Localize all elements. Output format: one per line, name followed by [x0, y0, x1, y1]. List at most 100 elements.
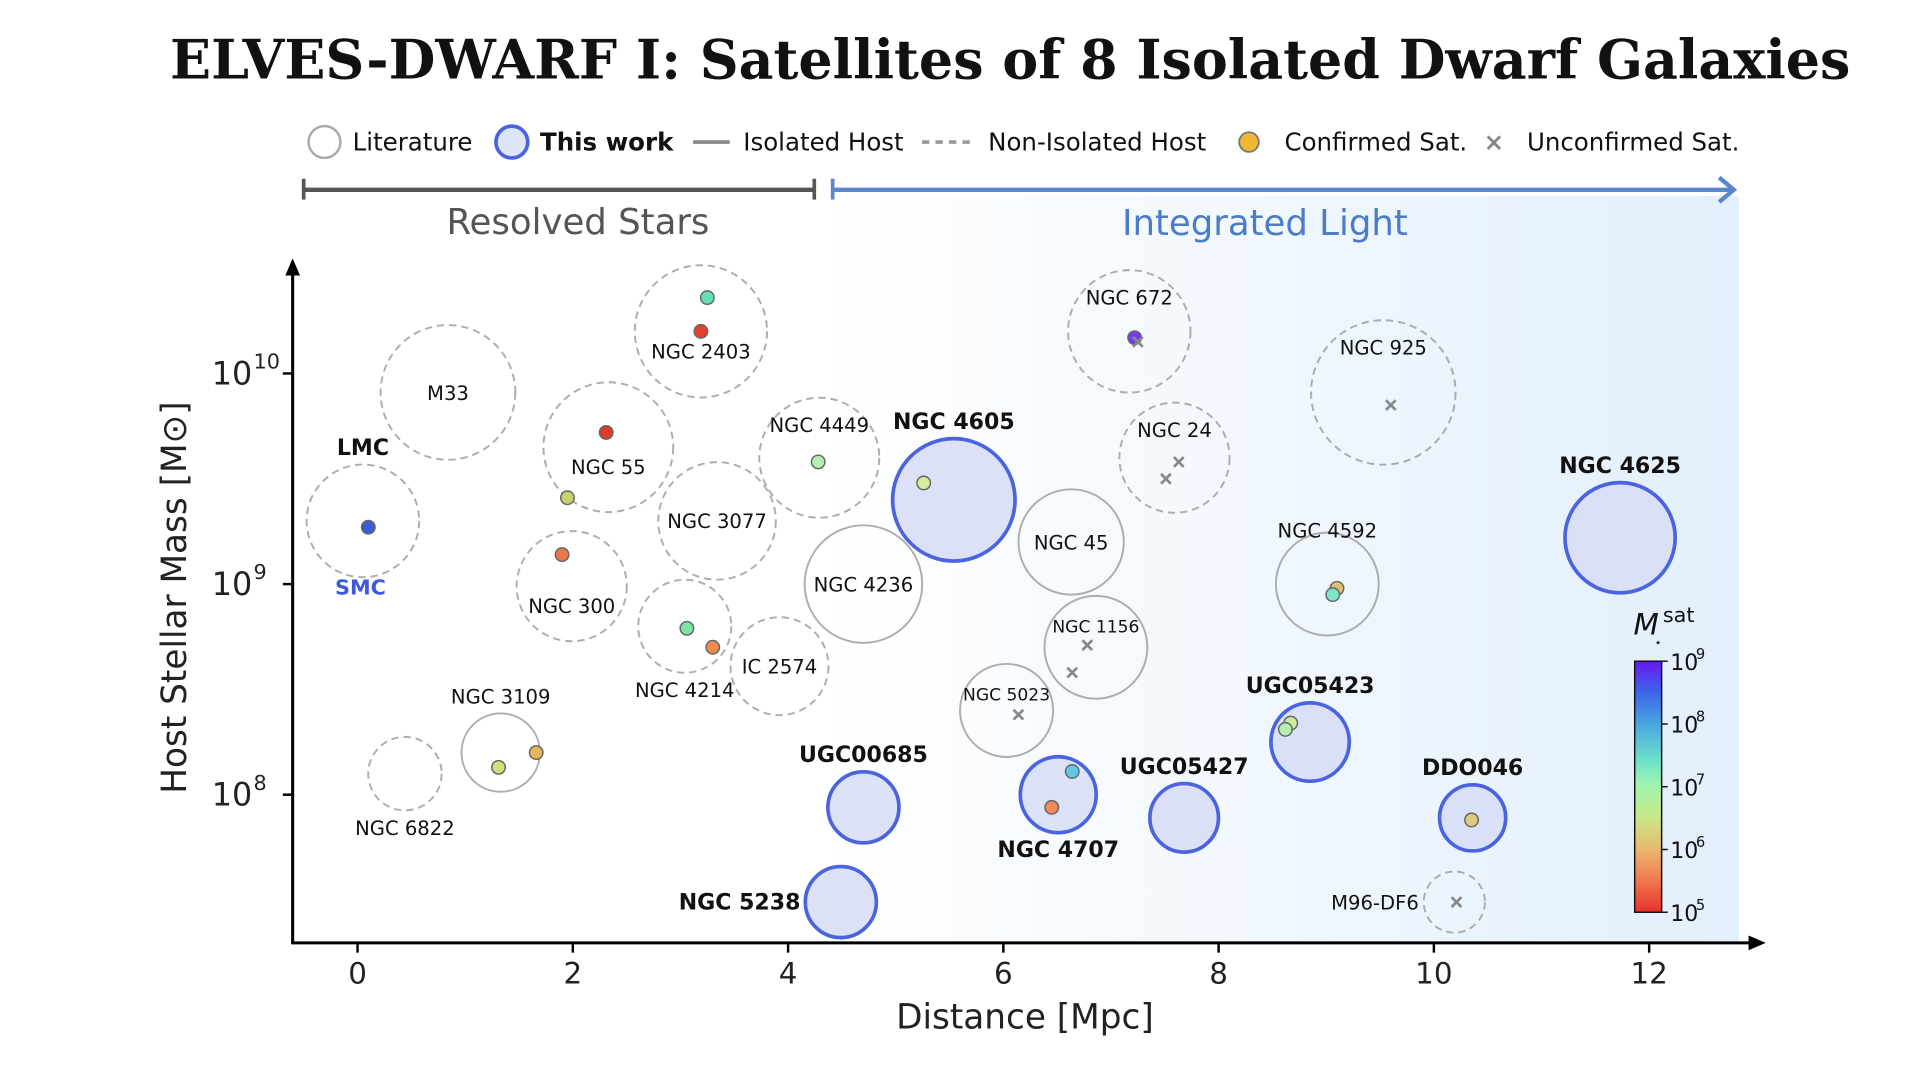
- this-work-host-circle: [803, 864, 879, 940]
- host-label: UGC05423: [1246, 674, 1375, 699]
- host-label: NGC 5238: [679, 890, 801, 915]
- confirmed-satellite: [360, 519, 376, 535]
- literature-host-circle: [460, 712, 541, 793]
- literature-host-circle: [729, 616, 830, 717]
- host-ddo046: DDO046: [1422, 756, 1523, 853]
- host-ugc05427: UGC05427: [1120, 755, 1249, 854]
- host-label: DDO046: [1422, 756, 1523, 781]
- legend-this-work-marker: [494, 124, 530, 160]
- colorbar-tick-label: 10: [1670, 651, 1698, 676]
- host-lmc: LMC SMC: [305, 436, 421, 599]
- x-tick-label: 6: [994, 956, 1013, 990]
- host-label: NGC 3077: [667, 510, 767, 533]
- legend-confirmed-marker: [1238, 131, 1260, 153]
- unconfirmed-satellite: [1066, 666, 1079, 679]
- host-label: NGC 4592: [1278, 520, 1378, 543]
- literature-host-circle: [1118, 401, 1231, 514]
- legend-literature-label: Literature: [353, 128, 473, 157]
- confirmed-satellite: [679, 620, 695, 636]
- legend-non-isolated-label: Non-Isolated Host: [988, 128, 1206, 157]
- host-ngc-672: NGC 672: [1067, 269, 1192, 394]
- host-label: NGC 925: [1340, 336, 1427, 359]
- confirmed-satellite: [554, 547, 570, 563]
- host-ngc-4236: NGC 4236: [803, 524, 924, 644]
- y-axis-label: Host Stellar Mass [M⊙]: [155, 401, 195, 793]
- integrated-light-arrowhead: [1717, 175, 1738, 204]
- host-ic-2574: IC 2574: [729, 616, 830, 717]
- host-label: NGC 2403: [651, 340, 751, 363]
- unconfirmed-satellite: [1012, 708, 1025, 721]
- host-label: NGC 672: [1086, 286, 1173, 309]
- host-ngc-3109: NGC 3109: [451, 686, 551, 793]
- colorbar-tick-exponent: 8: [1696, 709, 1705, 726]
- unconfirmed-x-stroke: [1081, 639, 1094, 652]
- colorbar-tick-label: 10: [1670, 776, 1698, 801]
- literature-host-circle: [959, 662, 1055, 758]
- unconfirmed-satellite: [1450, 896, 1463, 908]
- x-axis-label: Distance [Mpc]: [896, 998, 1154, 1038]
- x-tick-label: 4: [779, 956, 798, 990]
- colorbar-label: M: [1633, 607, 1658, 641]
- host-ngc-4707: NGC 4707: [997, 754, 1119, 863]
- host-label: NGC 4214: [635, 679, 735, 702]
- literature-host-circle: [542, 381, 675, 514]
- host-label: M33: [427, 382, 469, 405]
- x-tick-label: 8: [1209, 956, 1228, 990]
- host-label: NGC 4449: [770, 414, 870, 437]
- colorbar-tick-exponent: 6: [1696, 834, 1705, 851]
- confirmed-satellite: [598, 424, 614, 440]
- colorbar-gradient: [1633, 660, 1663, 913]
- host-label: NGC 5023: [963, 686, 1050, 706]
- this-work-host-circle: [1018, 754, 1099, 835]
- host-ngc-4449: NGC 4449: [758, 396, 881, 519]
- x-tick-label: 0: [348, 956, 367, 990]
- host-label: UGC05427: [1120, 755, 1249, 780]
- host-label: IC 2574: [742, 656, 818, 679]
- legend-isolated-label: Isolated Host: [743, 128, 904, 157]
- confirmed-satellite: [559, 490, 575, 506]
- confirmed-satellite: [491, 759, 507, 775]
- host-ugc05423: UGC05423: [1246, 674, 1375, 784]
- unconfirmed-satellite: [1384, 399, 1397, 411]
- host-label: NGC 1156: [1052, 618, 1139, 638]
- host-label: M96-DF6: [1331, 891, 1419, 914]
- chart-title: ELVES-DWARF I: Satellites of 8 Isolated …: [170, 27, 1850, 91]
- legend: Literature This work Isolated Host Non-I…: [307, 124, 1740, 160]
- confirmed-satellite: [1277, 721, 1293, 737]
- literature-host-circle: [1067, 269, 1192, 394]
- host-label: NGC 3109: [451, 686, 551, 709]
- unconfirmed-satellite: [1172, 456, 1185, 468]
- integrated-light-label: Integrated Light: [1122, 203, 1408, 244]
- literature-host-circle: [657, 461, 777, 581]
- host-label: NGC 45: [1034, 531, 1109, 554]
- confirmed-satellite: [1044, 799, 1060, 815]
- confirmed-satellite: [528, 745, 544, 761]
- host-label: NGC 300: [528, 595, 615, 618]
- literature-host-circle: [305, 463, 421, 579]
- unconfirmed-satellite: [1160, 472, 1172, 485]
- host-label: NGC 4707: [997, 838, 1119, 863]
- unconfirmed-x-stroke: [1066, 666, 1079, 679]
- host-galaxies: LMC SMC M33 NGC 2403 NGC 55 NGC 3077 NGC 300 NG…: [305, 264, 1681, 940]
- host-ngc-6822: NGC 6822: [355, 735, 455, 840]
- resolved-stars-label: Resolved Stars: [446, 202, 709, 243]
- host-ngc-925: NGC 925: [1310, 319, 1457, 466]
- colorbar-label-sub: ⋆: [1654, 636, 1662, 650]
- this-work-host-circle: [1148, 781, 1221, 854]
- confirmed-satellite: [699, 290, 715, 306]
- colorbar-tick-exponent: 7: [1696, 771, 1705, 788]
- host-label: NGC 4236: [814, 573, 914, 596]
- host-ugc00685: UGC00685: [799, 743, 928, 845]
- this-work-host-circle: [826, 769, 901, 845]
- x-tick-label: 2: [563, 956, 582, 990]
- regime-brackets: Resolved Stars Integrated Light: [301, 175, 1738, 244]
- host-ngc-5023: NGC 5023: [959, 662, 1055, 758]
- host-ngc-4592: NGC 4592: [1274, 520, 1380, 637]
- legend-unconfirmed-label: Unconfirmed Sat.: [1527, 128, 1740, 157]
- confirmed-satellite: [693, 323, 709, 339]
- y-tick-exponent: 10: [253, 350, 279, 374]
- host-label: UGC00685: [799, 743, 928, 768]
- colorbar-tick-exponent: 5: [1696, 897, 1705, 914]
